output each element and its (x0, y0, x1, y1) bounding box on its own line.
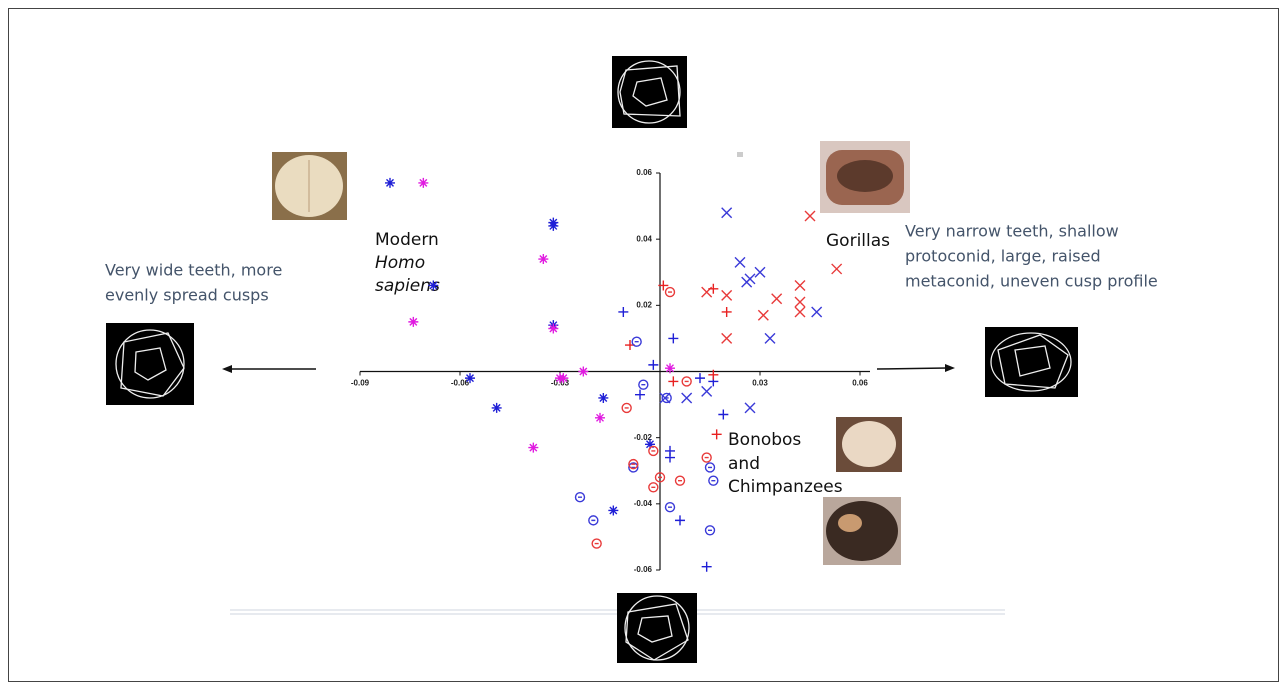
point (548, 323, 558, 333)
point (712, 429, 722, 439)
point (702, 562, 712, 572)
point (528, 443, 538, 453)
point (428, 280, 438, 290)
point (795, 280, 805, 290)
outline-diagram (617, 593, 697, 663)
point (668, 376, 678, 386)
arrow-right (877, 368, 947, 369)
annotation: Bonobos (728, 430, 801, 450)
point (695, 373, 705, 383)
outline-diagram (612, 56, 687, 128)
point (665, 363, 675, 373)
arrow-head (945, 364, 955, 372)
point (702, 453, 711, 462)
point (702, 386, 712, 396)
point (832, 264, 842, 274)
arrow-head (222, 365, 232, 373)
point (758, 310, 768, 320)
point (765, 333, 775, 343)
y-tick-label: 0.06 (636, 168, 652, 177)
point (589, 516, 598, 525)
x-tick-label: 0.06 (852, 379, 868, 388)
point (648, 360, 658, 370)
y-tick-label: 0.04 (636, 234, 652, 243)
chart: Modern Homo sapiens Gorillas Bonobos and… (0, 0, 1287, 682)
point (682, 393, 692, 403)
point (558, 373, 568, 383)
point (706, 463, 715, 472)
point (575, 493, 584, 502)
point (718, 410, 728, 420)
annotation: Modern (375, 230, 439, 250)
annotation: Chimpanzees (728, 477, 843, 497)
point (639, 380, 648, 389)
point (538, 254, 548, 264)
tooth-photo (823, 497, 901, 565)
point (608, 505, 618, 515)
point (722, 290, 732, 300)
point (595, 413, 605, 423)
point (665, 453, 675, 463)
point (632, 337, 641, 346)
point (745, 274, 755, 284)
point (408, 317, 418, 327)
point (662, 393, 671, 402)
point (755, 267, 765, 277)
point (385, 178, 395, 188)
point (682, 377, 691, 386)
point (722, 307, 732, 317)
point (735, 257, 745, 267)
point (706, 526, 715, 535)
point (649, 483, 658, 492)
point (548, 221, 558, 231)
point (666, 503, 675, 512)
point (795, 297, 805, 307)
outline-diagram (985, 327, 1078, 397)
annotation: Homo (375, 253, 425, 273)
point (668, 333, 678, 343)
annotation: Very narrow teeth, shallow (905, 222, 1119, 241)
x-tick-label: -0.06 (451, 379, 470, 388)
point (492, 403, 502, 413)
tooth-photo (836, 417, 902, 472)
point (812, 307, 822, 317)
tooth-photo (820, 141, 910, 213)
point (675, 515, 685, 525)
point (795, 307, 805, 317)
annotation: and (728, 454, 760, 474)
y-tick-label: -0.06 (634, 565, 653, 574)
point (635, 390, 645, 400)
x-tick-label: -0.09 (351, 379, 370, 388)
point (745, 403, 755, 413)
outline-diagram (106, 323, 194, 405)
x-tick-label: 0.03 (752, 379, 768, 388)
annotation: evenly spread cusps (105, 286, 269, 305)
annotation: Very wide teeth, more (105, 261, 282, 280)
marker-square (737, 152, 743, 157)
point (622, 403, 631, 412)
tooth-photo (272, 152, 347, 220)
point (465, 373, 475, 383)
point (772, 294, 782, 304)
point (598, 393, 608, 403)
point (722, 208, 732, 218)
point (578, 367, 588, 377)
y-tick-label: 0.02 (636, 300, 652, 309)
point (708, 284, 718, 294)
point (722, 333, 732, 343)
y-tick-label: -0.04 (634, 499, 653, 508)
point (618, 307, 628, 317)
point (666, 288, 675, 297)
point (676, 476, 685, 485)
annotation: protoconid, large, raised (905, 247, 1101, 266)
point (709, 476, 718, 485)
point (592, 539, 601, 548)
annotation: metaconid, uneven cusp profile (905, 272, 1158, 291)
annotation: Gorillas (826, 231, 890, 251)
point (418, 178, 428, 188)
page: {"chart_data": {"type": "scatter", "xlim… (0, 0, 1287, 682)
point (805, 211, 815, 221)
